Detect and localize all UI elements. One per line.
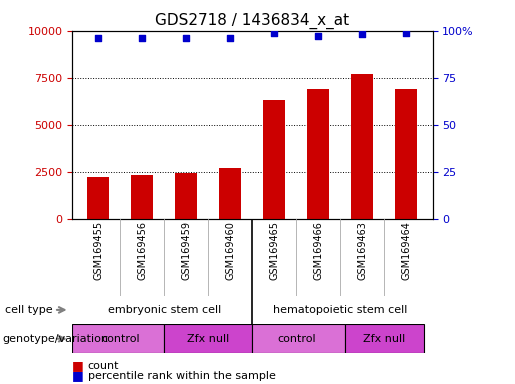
Bar bbox=[88, 177, 110, 219]
Bar bbox=[351, 74, 373, 219]
Text: GSM169456: GSM169456 bbox=[138, 221, 147, 280]
Text: hematopoietic stem cell: hematopoietic stem cell bbox=[273, 305, 407, 315]
Point bbox=[314, 33, 322, 40]
Text: percentile rank within the sample: percentile rank within the sample bbox=[88, 371, 276, 381]
Text: Zfx null: Zfx null bbox=[187, 334, 230, 344]
Bar bbox=[395, 89, 417, 219]
FancyBboxPatch shape bbox=[345, 324, 424, 353]
Title: GDS2718 / 1436834_x_at: GDS2718 / 1436834_x_at bbox=[156, 13, 349, 29]
Point bbox=[182, 35, 191, 41]
Text: Zfx null: Zfx null bbox=[363, 334, 405, 344]
Point bbox=[226, 35, 234, 41]
Text: GSM169466: GSM169466 bbox=[313, 221, 323, 280]
Point bbox=[358, 31, 366, 38]
Text: control: control bbox=[277, 334, 316, 344]
Text: GSM169455: GSM169455 bbox=[94, 221, 104, 280]
Text: GSM169459: GSM169459 bbox=[181, 221, 192, 280]
Text: control: control bbox=[101, 334, 140, 344]
FancyBboxPatch shape bbox=[252, 324, 345, 353]
Text: ■: ■ bbox=[72, 359, 84, 372]
Bar bbox=[176, 173, 197, 219]
FancyBboxPatch shape bbox=[164, 324, 252, 353]
Point bbox=[270, 30, 279, 36]
Text: cell type: cell type bbox=[5, 305, 53, 315]
Point bbox=[402, 30, 410, 36]
Text: GSM169463: GSM169463 bbox=[357, 221, 367, 280]
Text: genotype/variation: genotype/variation bbox=[3, 334, 109, 344]
Text: GSM169464: GSM169464 bbox=[401, 221, 411, 280]
Bar bbox=[263, 100, 285, 219]
Point bbox=[139, 35, 147, 41]
Bar bbox=[219, 168, 242, 219]
Text: GSM169460: GSM169460 bbox=[226, 221, 235, 280]
FancyBboxPatch shape bbox=[72, 324, 164, 353]
Bar bbox=[131, 175, 153, 219]
Text: GSM169465: GSM169465 bbox=[269, 221, 279, 280]
Text: ■: ■ bbox=[72, 369, 84, 382]
Bar bbox=[307, 89, 329, 219]
Point bbox=[94, 35, 102, 41]
Text: embryonic stem cell: embryonic stem cell bbox=[108, 305, 221, 315]
Text: count: count bbox=[88, 361, 119, 371]
